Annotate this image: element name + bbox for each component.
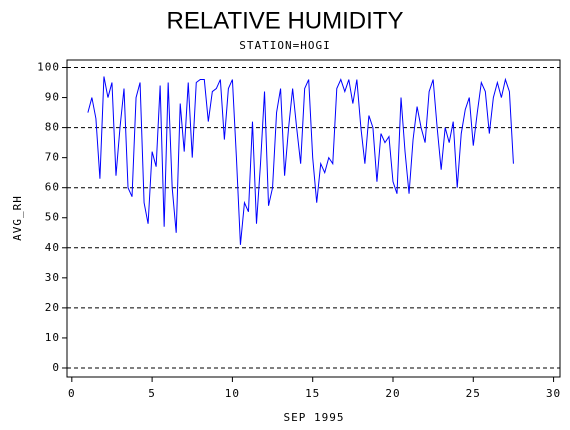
x-tick-label: 10 (225, 387, 240, 400)
plot-frame (66, 59, 561, 378)
y-tick-label: 0 (52, 361, 60, 374)
x-tick-label: 25 (466, 387, 481, 400)
y-tick-label: 100 (37, 61, 60, 74)
y-tick-label: 50 (45, 211, 60, 224)
x-tick-label: 20 (385, 387, 400, 400)
x-tick-label: 0 (68, 387, 76, 400)
x-tick-label: 30 (546, 387, 561, 400)
y-tick-label: 40 (45, 241, 60, 254)
y-tick-label: 80 (45, 121, 60, 134)
y-tick-label: 90 (45, 91, 60, 104)
y-tick-label: 60 (45, 181, 60, 194)
y-tick-label: 30 (45, 271, 60, 284)
x-tick-label: 5 (148, 387, 156, 400)
data-line (87, 76, 514, 245)
chart-subtitle: STATION=HOGI (239, 39, 330, 52)
chart-title: RELATIVE HUMIDITY (167, 7, 404, 34)
x-axis-label: SEP 1995 (284, 411, 345, 424)
y-tick-label: 70 (45, 151, 60, 164)
y-tick-label: 10 (45, 331, 60, 344)
y-axis-label: AVG_RH (11, 195, 24, 241)
x-tick-label: 15 (305, 387, 320, 400)
y-tick-label: 20 (45, 301, 60, 314)
